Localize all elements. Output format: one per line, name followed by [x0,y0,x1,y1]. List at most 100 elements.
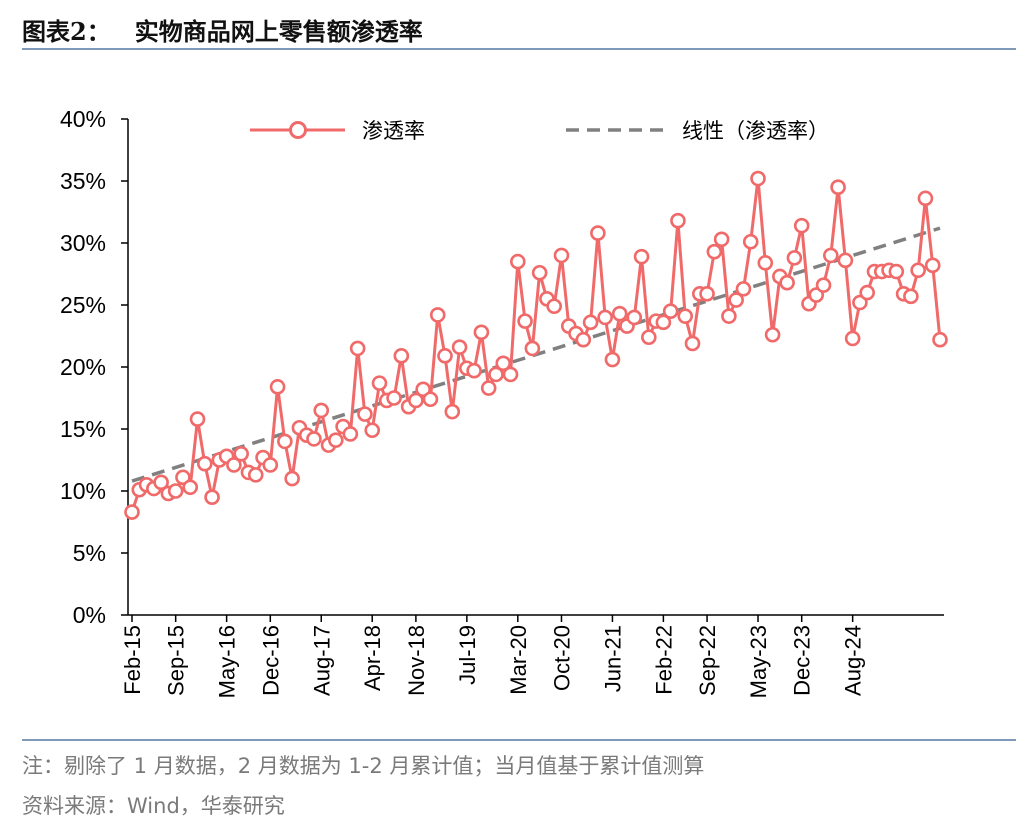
data-point [386,390,402,406]
line-chart: 0% 5% 10% 15% 20% 25% 30% 35% 40% Feb-15 Sep-15 Ma… [60,106,948,698]
data-point [349,340,366,357]
data-point [124,504,140,520]
x-tick-label: Jun-21 [600,625,625,692]
data-point [306,431,322,447]
data-point [510,253,526,270]
data-point [823,247,839,264]
data-point [480,380,497,396]
data-point [786,250,803,266]
y-tick-label: 25% [60,292,106,318]
data-point [713,231,730,248]
data-point [699,286,715,302]
data-point [757,255,774,271]
figure-title: 图表2： 实物商品网上零售额渗透率 [22,14,423,50]
top-divider [22,48,1016,50]
legend-series-marker [289,121,307,139]
legend: 渗透率 线性（渗透率） [250,119,829,143]
data-point [517,313,533,329]
x-tick-label: Oct-20 [549,625,574,691]
data-point [342,426,359,442]
data-point [502,366,519,383]
data-point [182,479,199,496]
data-point [750,170,766,187]
x-tick-label: Feb-22 [651,625,676,695]
x-tick-label: Jul-19 [455,625,480,685]
data-point [444,403,461,420]
data-point [226,457,242,473]
data-point [167,483,184,499]
data-point [924,257,941,274]
y-tick-label: 0% [73,602,106,628]
data-point [742,233,759,250]
x-tick-label: Aug-24 [841,625,866,696]
data-point [590,225,606,241]
data-point [844,330,861,347]
x-tick-label: May-23 [746,625,771,698]
bottom-divider [22,739,1016,741]
y-tick-label: 20% [60,354,106,380]
x-tick-label: Sep-22 [695,625,720,696]
data-point [437,348,453,364]
data-point [728,292,744,308]
data-point [779,274,795,291]
x-tick-label: Apr-18 [360,625,385,691]
data-point [277,433,293,450]
data-point [495,355,512,372]
data-point [721,308,737,324]
data-point [662,303,679,319]
y-tick-label: 15% [60,416,106,442]
data-point [153,474,169,491]
data-point [371,375,388,391]
data-point [546,298,562,315]
data-point [793,217,810,234]
x-tick-label: May-16 [215,625,240,698]
data-point [247,467,264,483]
data-point [262,457,279,473]
data-point [837,252,854,269]
x-axis: Feb-15 Sep-15 May-16 Dec-16 Aug-17 Apr-18 Nov-… [120,614,944,698]
x-tick-label: Nov-18 [404,625,429,696]
data-point [684,335,701,352]
legend-trend-label: 线性（渗透率） [682,119,829,143]
x-tick-label: Sep-15 [164,625,189,696]
data-point [706,243,723,260]
data-point [531,264,548,281]
data-point [488,366,504,383]
footnote: 注：剔除了 1 月数据，2 月数据为 1-2 月累计值；当月值基于累计值测算 [22,754,705,778]
data-point [830,179,846,195]
data-point [284,470,300,487]
y-tick-label: 30% [60,230,106,256]
y-tick-label: 40% [60,106,106,132]
data-point [575,331,592,348]
data-point [764,326,781,343]
data-point [677,308,694,324]
data-point [466,362,482,379]
data-point [611,305,628,322]
data-point [233,445,249,462]
data-point [917,190,934,207]
data-point [189,411,206,427]
series-group [124,170,948,520]
data-point [903,288,919,305]
data-point [859,284,876,301]
data-point [451,339,468,355]
figure-title-text: 实物商品网上零售额渗透率 [134,17,423,46]
data-point [815,277,832,293]
data-point [408,392,424,409]
source-note: 资料来源：Wind，华泰研究 [22,794,285,818]
data-point [932,331,948,348]
x-tick-label: Mar-20 [506,625,531,695]
data-point [364,422,381,439]
data-point [553,247,570,264]
data-point [633,248,650,265]
data-point [582,314,599,331]
x-tick-label: Aug-17 [309,625,334,696]
data-point [524,340,541,357]
data-point [357,406,373,422]
data-point [626,309,643,326]
y-tick-label: 5% [73,540,106,566]
data-point [328,432,344,448]
data-point [604,351,621,368]
data-point [655,314,672,331]
y-tick-label: 10% [60,478,106,504]
